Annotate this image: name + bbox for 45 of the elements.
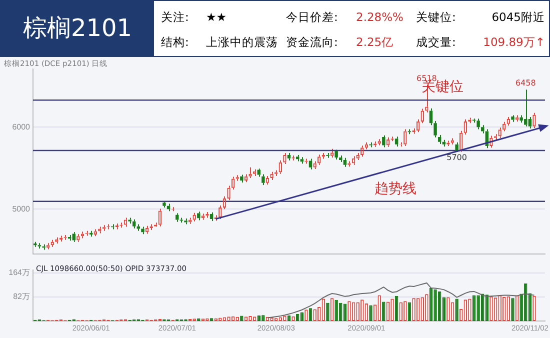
candlestick (210, 212, 214, 222)
candlestick (300, 156, 304, 164)
y-tick-label: 5000 (12, 204, 31, 214)
text: 关注: (161, 10, 189, 25)
candlestick (476, 118, 480, 130)
text: 6045附近 (492, 10, 545, 25)
text: 关键位: (416, 10, 456, 25)
text: 结构: (161, 35, 189, 50)
y-tick-label: 164万 (8, 268, 30, 278)
annotation: 5700 (446, 152, 467, 162)
candlestick (132, 218, 136, 229)
candlestick (38, 242, 42, 249)
candlestick (197, 211, 200, 221)
candlestick (184, 218, 188, 225)
text: 上涨中的震荡 (206, 35, 278, 50)
candlestick (382, 134, 386, 148)
text: 今日价差: (286, 10, 338, 25)
candlestick (128, 217, 132, 224)
text: ★★ (206, 10, 227, 24)
y-tick-label: 6000 (12, 122, 31, 132)
candlestick (394, 136, 398, 147)
candlestick (296, 154, 300, 162)
candlestick (339, 154, 342, 163)
candlestick (511, 114, 514, 122)
y-tick-label: 82万 (13, 292, 30, 302)
annotation: 6458 (515, 78, 536, 88)
candlestick (442, 139, 446, 147)
candlestick (308, 158, 312, 170)
candlestick (141, 226, 144, 235)
candlestick (343, 157, 347, 168)
text: 资金流向: (286, 35, 338, 50)
candlestick (438, 134, 442, 144)
candlestick (136, 224, 140, 232)
series-label: 趋势线 (374, 181, 417, 198)
candlestick (287, 152, 291, 161)
text: 2.25亿 (356, 35, 394, 50)
candlestick (176, 212, 179, 222)
candlestick (240, 174, 244, 183)
text: 2.28%% (356, 10, 404, 24)
text: 棕榈2101 (1, 1, 154, 56)
candlestick (34, 241, 37, 248)
candlestick (326, 152, 330, 158)
candlestick (72, 232, 76, 242)
text: 成交量: (416, 35, 456, 50)
text: 109.89万↑ (483, 35, 545, 50)
